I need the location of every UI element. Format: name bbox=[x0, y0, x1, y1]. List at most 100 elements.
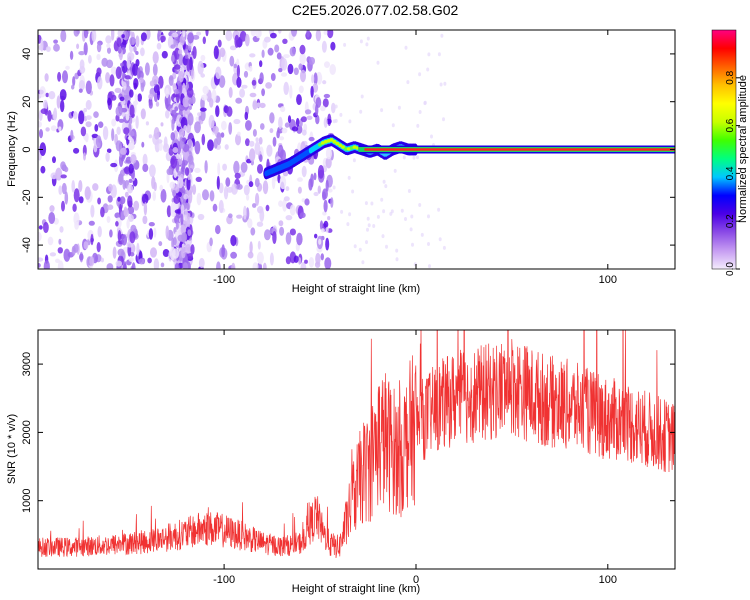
spectrogram-noise-blob bbox=[128, 178, 133, 183]
spectrogram-noise-blob bbox=[190, 244, 195, 255]
spectrogram-noise-blob bbox=[96, 67, 102, 76]
spectrogram-noise-blob bbox=[404, 45, 408, 50]
spectrogram-noise-blob bbox=[152, 51, 159, 64]
spectrogram-noise-blob bbox=[65, 65, 70, 70]
spectrogram-noise-blob bbox=[418, 203, 422, 207]
spectrogram-noise-blob bbox=[78, 88, 83, 93]
spectrogram-noise-blob bbox=[287, 115, 292, 124]
spectrogram-noise-blob bbox=[269, 112, 275, 124]
spectrogram-noise-blob bbox=[270, 73, 276, 81]
spectrogram-noise-blob bbox=[329, 64, 337, 75]
spectrogram-noise-blob bbox=[313, 72, 318, 85]
spectrogram-noise-blob bbox=[190, 69, 194, 80]
spectrogram-noise-blob bbox=[170, 205, 176, 218]
spectrogram-noise-blob bbox=[250, 30, 256, 37]
spectrogram-noise-blob bbox=[376, 214, 380, 219]
spectrogram-noise-blob bbox=[181, 246, 186, 259]
spectrogram-noise-blob bbox=[249, 65, 253, 72]
spectrogram-noise-blob bbox=[281, 127, 288, 134]
spectrogram-noise-blob bbox=[165, 110, 170, 119]
spectrogram-noise-blob bbox=[160, 262, 165, 268]
spectrogram-noise-blob bbox=[43, 221, 49, 234]
spectrogram-noise-blob bbox=[237, 131, 241, 136]
spectrogram-noise-blob bbox=[339, 112, 343, 117]
spectrogram-noise-blob bbox=[64, 191, 69, 205]
snr-background bbox=[38, 330, 675, 569]
spectrogram-noise-blob bbox=[300, 69, 306, 83]
colorbar-tick-label: 0.6 bbox=[725, 118, 736, 132]
spectrogram-noise-blob bbox=[186, 252, 193, 260]
spectrogram-noise-blob bbox=[111, 128, 115, 142]
spectrogram-noise-blob bbox=[120, 147, 127, 155]
spectrogram-noise-blob bbox=[234, 34, 240, 48]
spectrogram-noise-blob bbox=[282, 170, 289, 177]
spectrogram-noise-blob bbox=[186, 87, 194, 98]
spectrogram-noise-blob bbox=[76, 43, 80, 50]
spectrogram-noise-blob bbox=[92, 183, 99, 191]
spectrogram-noise-blob bbox=[182, 96, 190, 108]
spectrogram-noise-blob bbox=[115, 106, 123, 117]
spectrogram-noise-blob bbox=[96, 53, 101, 61]
spectrogram-noise-blob bbox=[221, 120, 227, 131]
spectrogram-noise-blob bbox=[187, 229, 192, 237]
spectrogram-noise-blob bbox=[283, 54, 290, 59]
spectrogram-noise-blob bbox=[61, 182, 67, 195]
spectrogram-noise-blob bbox=[122, 179, 126, 190]
spectrogram-noise-blob bbox=[180, 213, 184, 226]
spectrogram-noise-blob bbox=[38, 121, 42, 128]
spectrogram-noise-blob bbox=[100, 206, 105, 218]
spectrogram-noise-blob bbox=[230, 251, 238, 259]
spectrogram-noise-blob bbox=[141, 193, 149, 205]
spectrogram-noise-blob bbox=[136, 242, 140, 257]
spectrogram-noise-blob bbox=[47, 110, 52, 122]
spectrogram-noise-blob bbox=[106, 43, 111, 49]
spectrogram-noise-blob bbox=[73, 243, 79, 253]
spectrogram-noise-blob bbox=[168, 146, 174, 156]
spectrogram-noise-blob bbox=[109, 229, 113, 238]
spectrogram-noise-blob bbox=[330, 197, 334, 208]
snr-x-tick-label: 0 bbox=[413, 574, 419, 586]
spectrogram-noise-blob bbox=[280, 106, 286, 113]
spectrogram-noise-blob bbox=[147, 257, 152, 264]
spectrogram-noise-blob bbox=[200, 73, 205, 78]
spectrogram-noise-blob bbox=[47, 236, 54, 246]
spectrogram-noise-blob bbox=[45, 127, 50, 132]
spectrogram-noise-blob bbox=[351, 189, 355, 194]
spectrogram-noise-blob bbox=[174, 263, 180, 269]
spectrogram-noise-blob bbox=[73, 212, 80, 226]
spectrogram-noise-blob bbox=[289, 204, 296, 216]
spectrogram-noise-blob bbox=[153, 181, 157, 192]
spectrogram-noise bbox=[38, 30, 447, 269]
spectrogram-noise-blob bbox=[105, 35, 112, 44]
spectrogram-noise-blob bbox=[53, 43, 60, 52]
spectrogram-noise-blob bbox=[331, 102, 336, 114]
spectrogram-noise-blob bbox=[249, 148, 256, 162]
spectrogram-noise-blob bbox=[187, 113, 194, 126]
spectrogram-noise-blob bbox=[296, 94, 302, 106]
spectrogram-noise-blob bbox=[213, 138, 218, 149]
spectrogram-noise-blob bbox=[73, 30, 80, 37]
spectrogram-noise-blob bbox=[285, 232, 292, 245]
spectrogram-noise-blob bbox=[372, 224, 376, 228]
spectrogram-x-axis-label: Height of straight line (km) bbox=[292, 283, 420, 295]
spectrogram-noise-blob bbox=[126, 241, 134, 248]
spectrogram-noise-blob bbox=[439, 82, 443, 87]
spectrogram-y-tick-label: 40 bbox=[21, 48, 33, 60]
spectrogram-noise-blob bbox=[293, 255, 299, 263]
spectrogram-noise-blob bbox=[133, 46, 137, 53]
spectrogram-noise-blob bbox=[252, 203, 257, 208]
spectrogram-noise-blob bbox=[314, 233, 318, 239]
spectrogram-noise-blob bbox=[427, 242, 430, 246]
spectrogram-noise-blob bbox=[359, 109, 363, 114]
spectrogram-noise-blob bbox=[174, 209, 182, 214]
spectrogram-noise-blob bbox=[199, 107, 207, 112]
spectrogram-noise-blob bbox=[43, 99, 48, 110]
spectrogram-noise-blob bbox=[289, 46, 296, 57]
spectrogram-noise-blob bbox=[323, 199, 328, 213]
spectrogram-noise-blob bbox=[144, 62, 150, 76]
spectrogram-noise-blob bbox=[313, 191, 319, 197]
spectrogram-noise-blob bbox=[259, 60, 263, 68]
spectrogram-noise-blob bbox=[300, 262, 307, 269]
spectrogram-noise-blob bbox=[135, 51, 139, 55]
spectrogram-noise-blob bbox=[304, 198, 310, 206]
